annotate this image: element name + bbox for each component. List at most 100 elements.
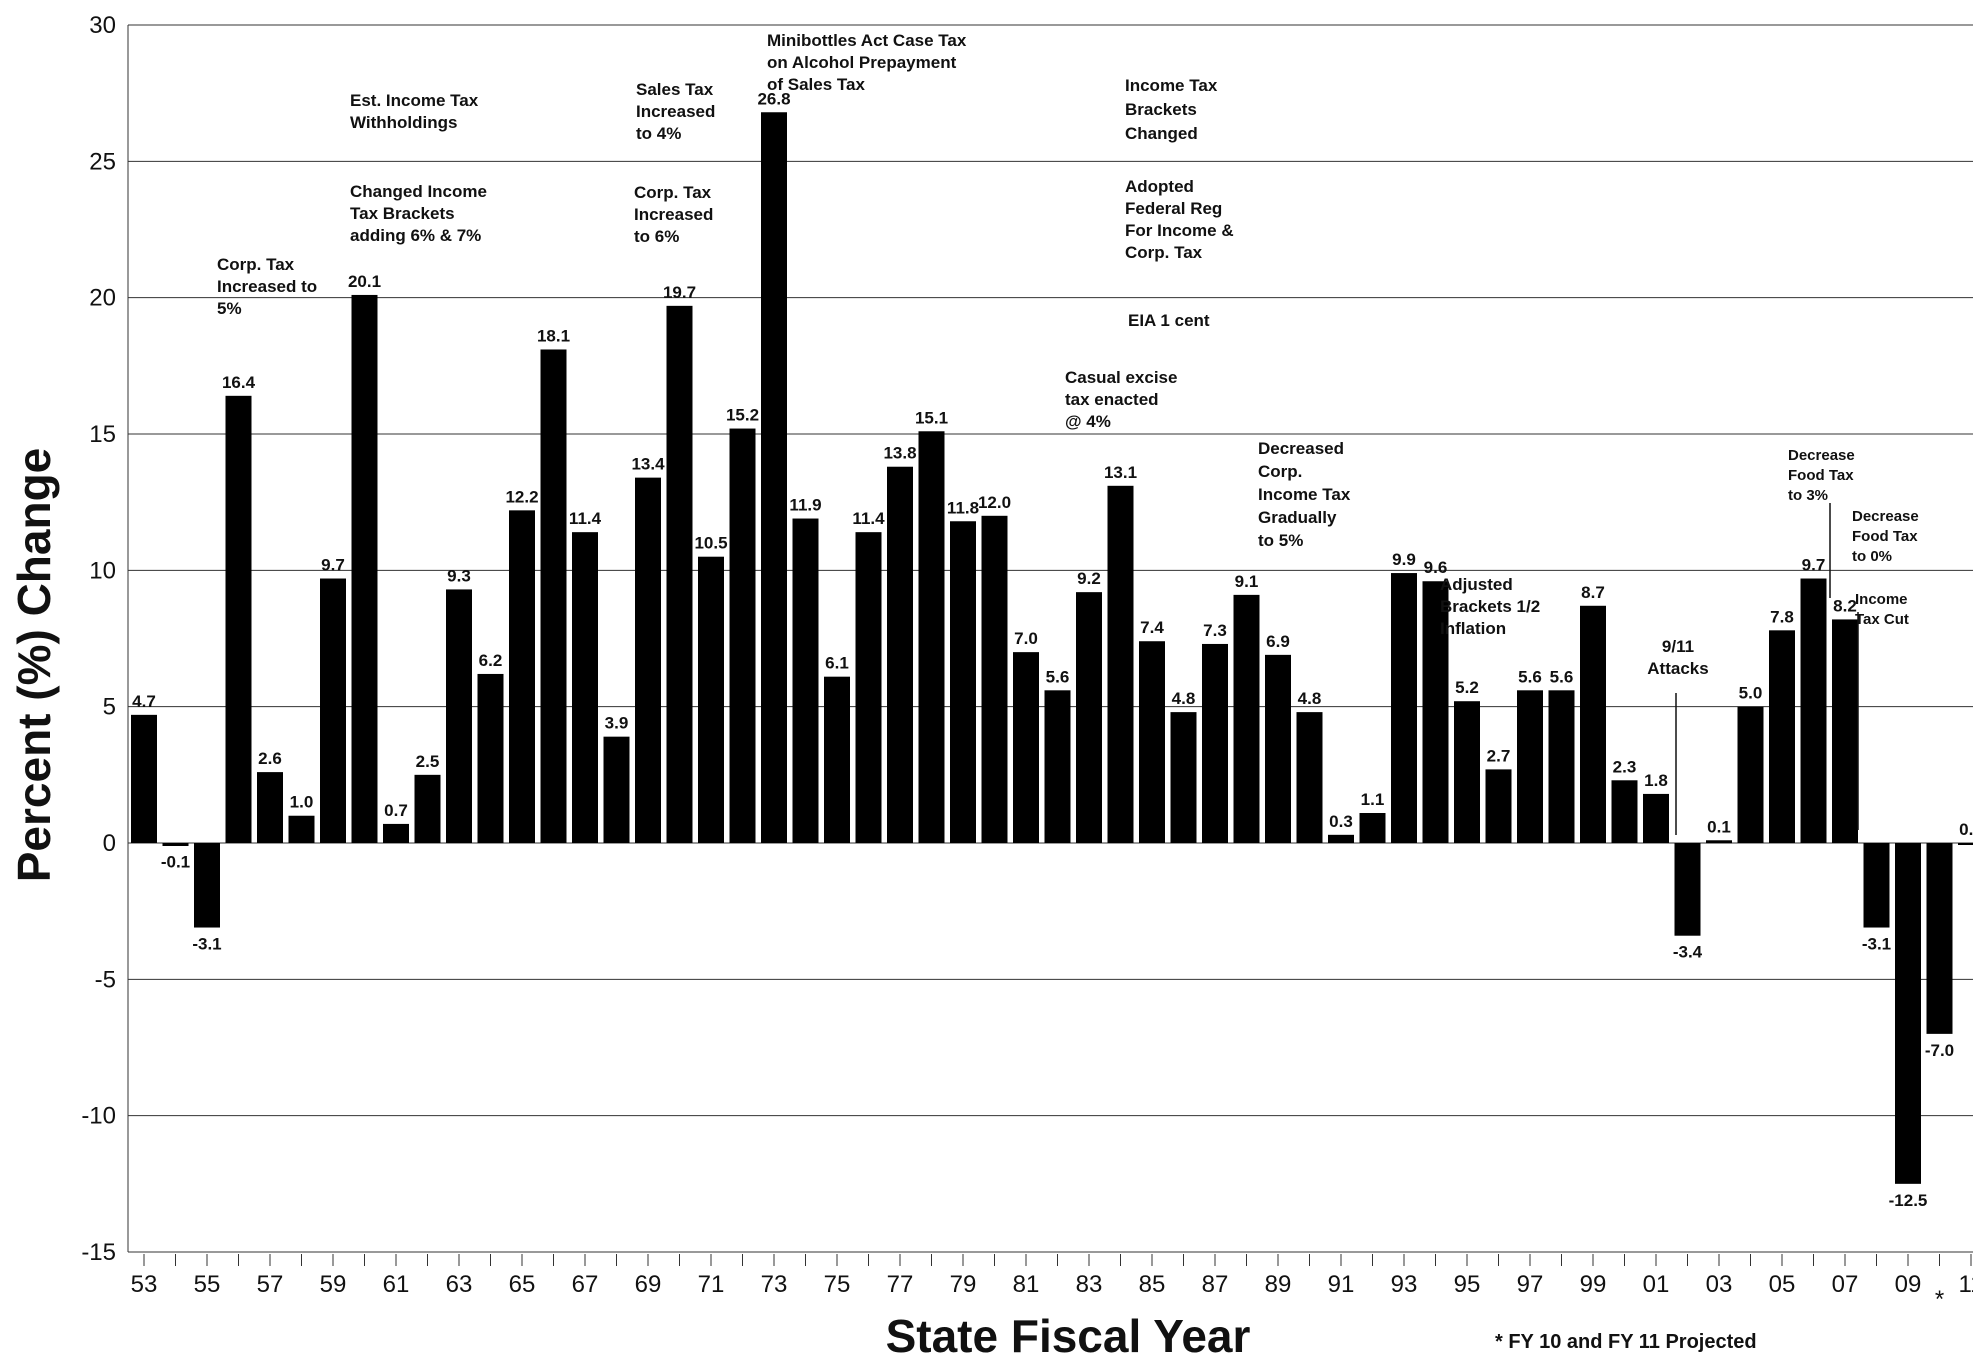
- annotation-line: Corp. Tax: [217, 255, 295, 274]
- data-label: 9.7: [1802, 556, 1826, 575]
- x-tick-label: 79: [950, 1271, 977, 1298]
- data-label: 8.2: [1833, 596, 1857, 615]
- bar: [1454, 701, 1480, 843]
- annotation-decreased-corp: Decreased Corp. Income Tax Gradually to 5%: [1258, 439, 1351, 550]
- bar: [1863, 843, 1890, 928]
- annotation-eia: EIA 1 cent: [1128, 311, 1210, 330]
- data-label: 9.7: [321, 556, 345, 575]
- annotation-line: Corp. Tax: [634, 183, 712, 202]
- x-tick-label: 73: [761, 1271, 788, 1298]
- bar: [1202, 643, 1228, 843]
- x-tick-label: *: [1935, 1286, 1944, 1313]
- y-tick-label: 25: [89, 148, 116, 175]
- annotation-corp-tax-6: Corp. Tax Increased to 6%: [634, 183, 713, 246]
- bar: [761, 112, 787, 843]
- bar: [981, 515, 1008, 843]
- bar: [131, 714, 157, 843]
- x-tick-label: 57: [257, 1271, 284, 1298]
- data-label: 7.8: [1770, 607, 1794, 626]
- annotation-line: Gradually: [1258, 508, 1337, 527]
- y-tick-label: -5: [95, 966, 116, 993]
- data-label: 10.5: [694, 534, 727, 553]
- data-label: 20.1: [348, 272, 381, 291]
- bar: [729, 428, 756, 843]
- data-label: 4.8: [1172, 689, 1196, 708]
- annotation-line: For Income &: [1125, 221, 1234, 240]
- x-tick-label: 03: [1706, 1271, 1733, 1298]
- data-label: 0.3: [1329, 812, 1353, 831]
- bar: [1296, 712, 1323, 843]
- bar: [1517, 690, 1543, 843]
- data-label: 9.3: [447, 566, 471, 585]
- data-label: -3.1: [1862, 935, 1891, 954]
- bar: [351, 294, 378, 843]
- bar: [1359, 813, 1386, 843]
- annotation-line: Minibottles Act Case Tax: [767, 31, 967, 50]
- annotation-attacks: 9/11 Attacks: [1647, 637, 1708, 678]
- data-label: -7.0: [1925, 1041, 1954, 1060]
- data-label: 15.2: [726, 406, 759, 425]
- data-label: 15.1: [915, 408, 948, 427]
- x-tick-label: 63: [446, 1271, 473, 1298]
- annotation-line: EIA 1 cent: [1128, 311, 1210, 330]
- y-tick-label: 15: [89, 421, 116, 448]
- x-tick-label: 53: [131, 1271, 158, 1298]
- data-label: -3.1: [192, 935, 221, 954]
- bar: [1706, 840, 1732, 844]
- data-label: -0.1: [161, 853, 190, 872]
- data-label: -3.4: [1673, 943, 1703, 962]
- annotation-line: on Alcohol Prepayment: [767, 53, 957, 72]
- bar: [855, 532, 882, 843]
- gridlines: [127, 24, 1973, 1253]
- bar: [1643, 793, 1669, 843]
- bar: [1265, 654, 1291, 843]
- annotations: Corp. Tax Increased to 5% Est. Income Tax Wi…: [217, 31, 1919, 835]
- bar: [540, 349, 567, 843]
- data-label: 7.4: [1140, 618, 1164, 637]
- data-label: 0.0: [1959, 820, 1973, 839]
- bar: [477, 673, 504, 843]
- data-label: 13.1: [1104, 463, 1137, 482]
- data-label: 9.6: [1424, 558, 1448, 577]
- annotation-line: Withholdings: [350, 113, 458, 132]
- x-tick-label: 71: [698, 1271, 725, 1298]
- data-label: 12.0: [978, 493, 1011, 512]
- bar: [1391, 573, 1417, 843]
- data-label: 8.7: [1581, 583, 1605, 602]
- bar: [572, 532, 598, 843]
- bar: [1328, 834, 1354, 843]
- x-tick-labels: 53 55 57 59 61 63 65 67 69 71 73 75 77 79 81 83 85 87 89 91…: [131, 1254, 1973, 1313]
- x-tick-label: 77: [887, 1271, 914, 1298]
- annotation-federal-reg: Adopted Federal Reg For Income & Corp. Tax: [1125, 177, 1234, 262]
- bar: [635, 477, 661, 843]
- data-label: 18.1: [537, 326, 570, 345]
- y-tick-label: 0: [103, 830, 116, 857]
- annotation-sales-tax-4: Sales Tax Increased to 4%: [636, 80, 715, 143]
- bar: [950, 521, 976, 843]
- x-tick-label: 99: [1580, 1271, 1607, 1298]
- x-tick-label: 65: [509, 1271, 536, 1298]
- y-tick-label: 30: [89, 12, 116, 39]
- data-label: 11.4: [569, 509, 602, 528]
- y-tick-labels: 30 25 20 15 10 5 0 -5 -10 -15: [81, 12, 116, 1266]
- bar: [1800, 578, 1827, 843]
- data-label: -12.5: [1889, 1191, 1928, 1210]
- data-label: 6.9: [1266, 632, 1290, 651]
- x-tick-label: 07: [1832, 1271, 1859, 1298]
- x-tick-label: 93: [1391, 1271, 1418, 1298]
- data-label: 5.6: [1550, 667, 1574, 686]
- data-label: 6.1: [825, 654, 849, 673]
- x-tick-label: 69: [635, 1271, 662, 1298]
- data-label: 4.7: [132, 692, 156, 711]
- data-label: 2.5: [416, 752, 440, 771]
- y-axis-label: Percent (%) Change: [8, 448, 60, 883]
- x-tick-label: 75: [824, 1271, 851, 1298]
- bar: [1832, 619, 1858, 843]
- bar: [603, 736, 630, 843]
- bar: [824, 676, 850, 843]
- y-tick-label: -15: [81, 1239, 116, 1266]
- x-tick-label: 59: [320, 1271, 347, 1298]
- data-label: 16.4: [222, 373, 256, 392]
- annotation-line: Food Tax: [1852, 528, 1918, 545]
